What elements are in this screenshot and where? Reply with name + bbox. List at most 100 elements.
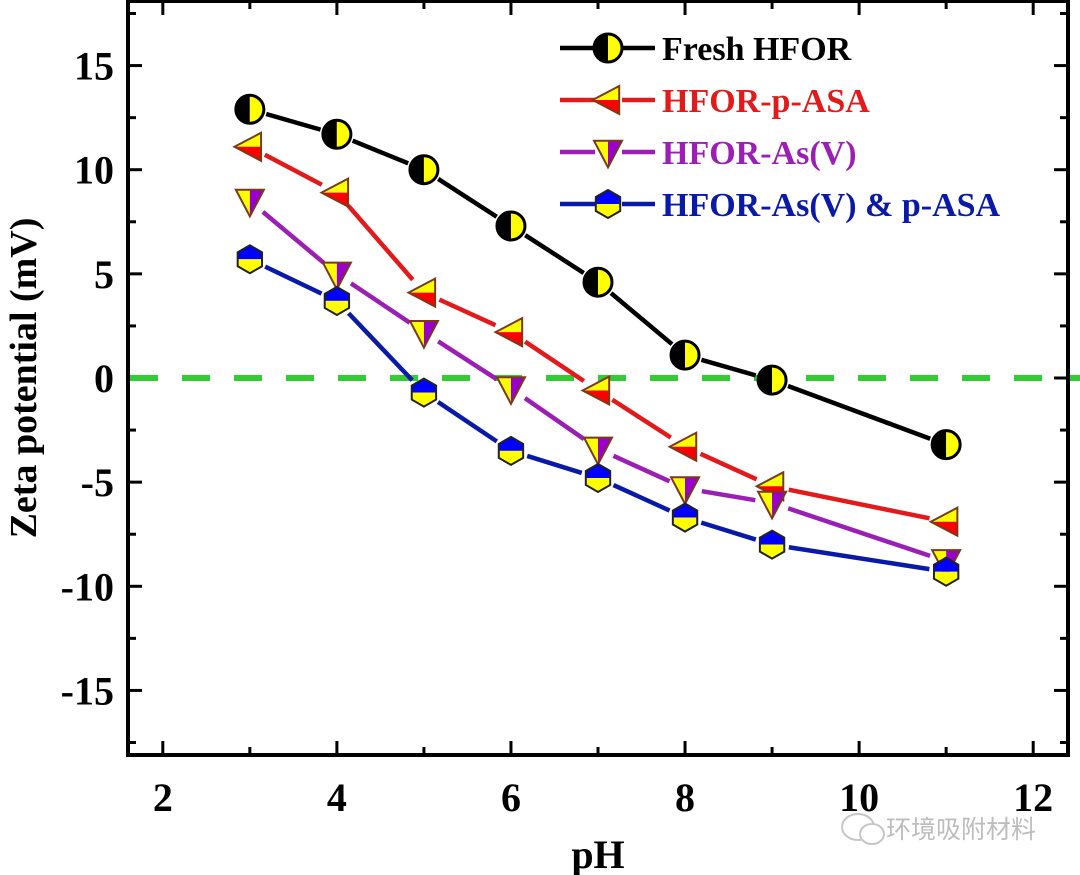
legend-label: HFOR-As(V) [662, 135, 857, 172]
series-line-segment [436, 339, 498, 382]
series-line-segment [346, 203, 415, 282]
data-point [410, 377, 438, 408]
marker-top-half [672, 503, 698, 518]
series-line-segment [265, 111, 322, 132]
watermark-text: 环境吸附材料 [886, 815, 1036, 844]
data-point [580, 374, 611, 407]
triangle-down-marker [234, 188, 266, 219]
legend-label: Fresh HFOR [662, 31, 852, 68]
series-line-segment [438, 297, 497, 328]
x-tick-label: 8 [675, 775, 695, 820]
circle-marker [408, 154, 440, 186]
hexagon-marker [594, 188, 622, 220]
hexagon-marker [758, 529, 786, 560]
series-line-segment [436, 400, 499, 444]
marker-top-half [585, 463, 611, 478]
plot-frame [126, 0, 1070, 757]
legend-label: HFOR-p-ASA [662, 83, 870, 120]
triangle-left-marker [406, 276, 437, 309]
legend-marker [594, 188, 622, 220]
y-tick-label: 15 [74, 44, 114, 89]
data-point [495, 376, 527, 406]
data-point [232, 131, 263, 163]
marker-top-half [498, 436, 524, 451]
marker-bottom-half [672, 517, 698, 532]
legend-marker [592, 139, 624, 170]
triangle-left-marker [580, 374, 611, 407]
triangle-left-marker [493, 316, 524, 348]
circle-marker [669, 339, 701, 371]
marker-bottom-half [324, 300, 350, 315]
series-line-segment [526, 453, 583, 476]
data-point [408, 319, 440, 350]
series-line-segment [700, 520, 757, 542]
hexagon-marker [497, 435, 525, 467]
series-line-segment [261, 210, 326, 265]
wechat-icon-bubble [859, 823, 885, 845]
hexagon-marker [932, 556, 960, 587]
marker-bottom-half [933, 571, 959, 586]
series-line-segment [787, 383, 931, 441]
series-line-segment [788, 545, 930, 572]
hexagon-marker [236, 244, 264, 275]
data-point [669, 339, 701, 371]
series-line-segment [264, 264, 323, 296]
data-point [408, 154, 440, 186]
data-point [932, 556, 960, 587]
series-line-segment [349, 281, 412, 325]
marker-bottom-half [237, 259, 263, 274]
hexagon-marker [323, 285, 351, 317]
x-tick-label: 10 [839, 775, 879, 820]
circle-marker [582, 266, 614, 298]
triangle-down-marker [669, 476, 701, 506]
circle-marker [234, 93, 266, 125]
x-tick-label: 4 [327, 775, 347, 820]
legend-item: Fresh HFOR [560, 31, 852, 68]
series-line-segment [700, 357, 757, 378]
data-point [321, 118, 353, 150]
series-group [232, 93, 962, 587]
triangle-left-marker [319, 176, 350, 209]
y-tick-label: -5 [81, 460, 114, 505]
triangle-down-marker [592, 139, 624, 170]
data-point [582, 436, 614, 467]
legend-item: HFOR-p-ASA [560, 83, 870, 120]
data-point [928, 506, 959, 538]
data-point [319, 176, 350, 209]
marker-bottom-half [585, 477, 611, 492]
series-line-segment [611, 397, 672, 440]
triangle-down-marker [408, 319, 440, 350]
marker-top-half [595, 190, 621, 204]
data-point [406, 276, 437, 309]
tick-labels: 2 4 6 8 10 12 15 10 5 0 -5 -10 -15 [61, 44, 1054, 820]
series-line-segment [436, 177, 498, 219]
legend-marker [592, 32, 624, 64]
legend-item: HFOR-As(V) [560, 135, 857, 172]
data-point [756, 364, 788, 396]
triangle-down-marker [321, 261, 353, 292]
data-point [497, 435, 525, 467]
series-line-segment [263, 152, 323, 187]
legend-marker [590, 84, 621, 116]
series-line-segment [523, 339, 586, 383]
circle-marker [321, 118, 353, 150]
marker-bottom-half [595, 204, 621, 218]
data-point [236, 244, 264, 275]
hexagon-marker [410, 377, 438, 408]
marker-bottom-half [759, 544, 785, 559]
circle-marker [592, 32, 624, 64]
x-tick-label: 12 [1013, 775, 1053, 820]
series-hfor-p-asa [232, 131, 959, 538]
series-hfor-as-v- [234, 188, 962, 579]
triangle-down-marker [495, 376, 527, 406]
triangle-left-marker [590, 84, 621, 116]
triangle-left-marker [928, 506, 959, 538]
y-tick-label: 0 [94, 356, 114, 401]
series-line-segment [699, 451, 758, 482]
series-line-segment [612, 453, 671, 484]
series-line-segment [787, 506, 931, 559]
x-tick-label: 6 [501, 775, 521, 820]
hexagon-marker [671, 502, 699, 533]
y-axis-label: Zeta potential (mV) [3, 218, 45, 539]
